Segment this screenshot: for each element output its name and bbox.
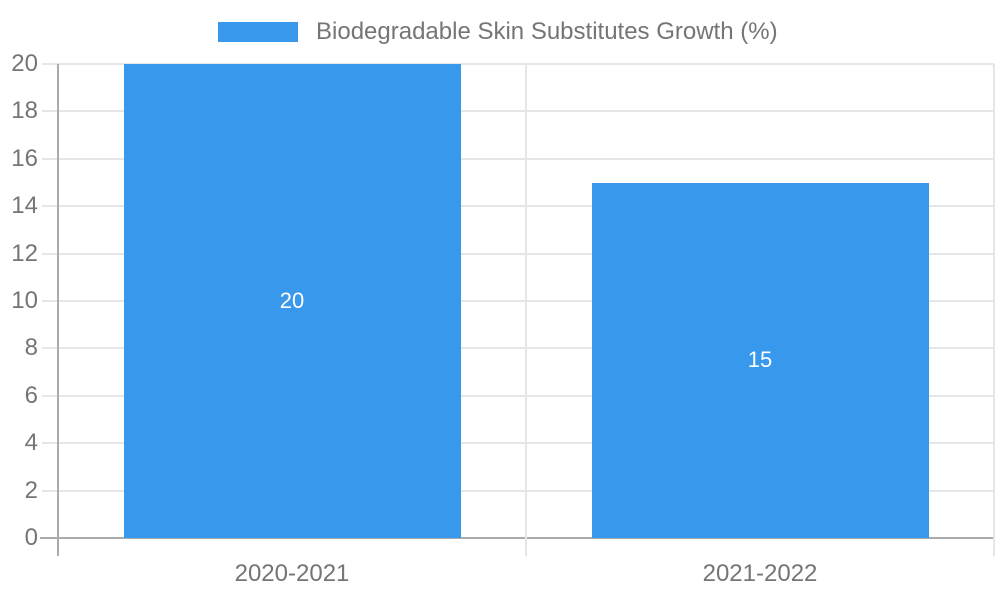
y-axis-tick-label: 0 [24, 524, 38, 551]
bar [123, 64, 461, 538]
category-boundary-line [993, 64, 995, 556]
gridline [42, 157, 994, 160]
gridline [42, 394, 994, 397]
y-axis-tick-label: 12 [11, 239, 38, 267]
category-boundary-line [525, 64, 527, 556]
gridline [42, 205, 994, 208]
y-axis-tick-label: 6 [24, 381, 38, 409]
x-axis-tick-label: 2021-2022 [702, 560, 818, 587]
y-axis-tick-label: 16 [11, 144, 38, 172]
gridline [42, 489, 994, 492]
gridline [42, 63, 994, 65]
bar-value-label: 15 [747, 347, 773, 373]
bar-value-label: 20 [279, 288, 305, 313]
y-axis-tick-label: 20 [11, 50, 38, 77]
legend-swatch [218, 22, 298, 42]
y-axis-tick-label: 4 [24, 429, 38, 457]
y-axis-tick-label: 2 [24, 476, 38, 504]
gridline [42, 347, 994, 350]
gridline [42, 110, 994, 113]
y-axis-line [57, 64, 59, 556]
gridline [42, 252, 994, 255]
bar [591, 182, 929, 538]
y-axis-tick-label: 18 [11, 97, 38, 125]
gridline [42, 442, 994, 445]
y-axis-tick-label: 10 [11, 287, 38, 314]
x-axis-tick-label: 2020-2021 [234, 560, 350, 587]
gridline [42, 300, 994, 302]
legend-label: Biodegradable Skin Substitutes Growth (%… [316, 18, 778, 45]
x-axis-line [40, 537, 994, 539]
y-axis-tick-label: 8 [24, 334, 38, 362]
y-axis-tick-label: 14 [11, 192, 38, 220]
chart-legend: Biodegradable Skin Substitutes Growth (%… [218, 18, 778, 46]
